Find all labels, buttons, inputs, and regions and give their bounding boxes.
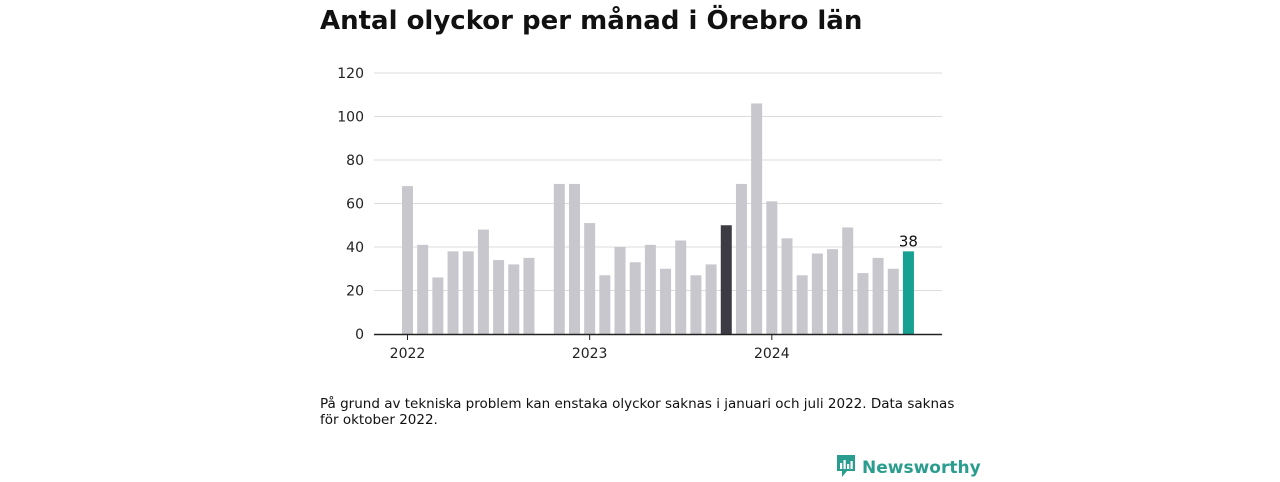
bar-2024-05 <box>827 249 839 334</box>
bar-2022-08 <box>508 264 520 334</box>
x-tick-label-2023: 2023 <box>572 346 608 362</box>
bar-2024-08 <box>872 257 884 334</box>
bar-2022-04 <box>447 251 459 334</box>
y-tick-label: 80 <box>346 153 364 169</box>
bar-2023-04 <box>629 262 641 334</box>
bar-2023-11 <box>735 183 747 334</box>
bar-2024-03 <box>796 275 808 334</box>
bar-2023-09 <box>705 264 717 334</box>
bar-2022-05 <box>462 251 474 334</box>
newsworthy-chart-icon <box>836 454 856 482</box>
bar-2024-06 <box>842 227 854 334</box>
y-tick-label: 100 <box>337 110 364 126</box>
bar-2022-01 <box>402 186 413 334</box>
chart-title: Antal olyckor per månad i Örebro län <box>320 6 863 36</box>
bar-2023-03 <box>614 247 626 334</box>
x-tick-label-2022: 2022 <box>390 346 426 362</box>
bar-2023-08 <box>690 275 702 334</box>
bar-2024-04 <box>811 253 823 334</box>
bar-2024-07 <box>857 273 869 334</box>
bar-2024-09 <box>887 268 899 334</box>
y-tick-label: 40 <box>346 240 364 256</box>
bar-2022-02 <box>417 244 429 334</box>
bar-2024-02 <box>781 238 793 334</box>
bar-2022-12 <box>568 183 580 334</box>
bar-2023-05 <box>644 244 656 334</box>
bar-2023-06 <box>660 268 672 334</box>
bar-2024-01 <box>766 201 778 334</box>
y-tick-label: 0 <box>355 327 364 343</box>
bar-2022-09 <box>523 257 535 334</box>
bar-2022-06 <box>477 229 489 334</box>
y-tick-label: 120 <box>337 66 364 82</box>
bar-2023-02 <box>599 275 611 334</box>
brand-logo[interactable]: Newsworthy <box>836 455 981 481</box>
bar-2023-10 <box>720 225 732 334</box>
bar-2022-11 <box>553 183 565 334</box>
y-tick-label: 60 <box>346 197 364 213</box>
brand-name: Newsworthy <box>862 458 981 478</box>
x-tick-label-2024: 2024 <box>754 346 790 362</box>
bar-2023-01 <box>584 223 596 334</box>
bar-2024-10 <box>902 251 914 334</box>
bar-2023-07 <box>675 240 687 334</box>
bar-2022-03 <box>432 277 444 334</box>
y-tick-label: 20 <box>346 284 364 300</box>
data-label: 38 <box>899 232 918 250</box>
bar-2023-12 <box>751 103 763 334</box>
bar-2022-07 <box>493 260 505 334</box>
footnote: På grund av tekniska problem kan enstaka… <box>320 396 955 428</box>
